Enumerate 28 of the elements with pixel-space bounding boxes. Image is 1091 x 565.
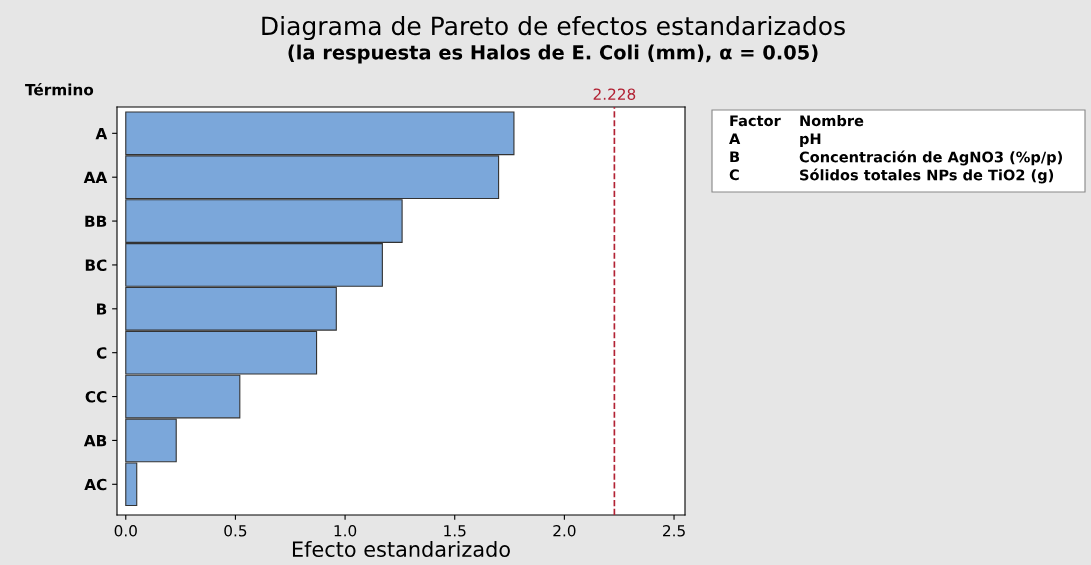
y-tick-label: A: [95, 127, 108, 140]
y-tick-label: B: [97, 303, 107, 315]
y-tick-label: BB: [85, 215, 107, 227]
x-axis-title: Efecto estandarizado: [292, 540, 510, 558]
text: Factor: [730, 115, 781, 127]
y-axis-title: Término: [25, 83, 94, 96]
text: B: [730, 151, 740, 163]
y-tick-label: C: [96, 347, 107, 359]
y-tick-label: AC: [84, 478, 107, 491]
text: A: [729, 133, 741, 145]
text: Sólidos totales NPs de TiO2 (g): [800, 168, 1054, 184]
text: Nombre: [800, 114, 864, 127]
ref-line-label: 2.228: [593, 88, 636, 100]
x-tick-label: 2.0: [553, 524, 576, 537]
text: C: [729, 169, 739, 181]
x-tick-label: 1.0: [334, 524, 357, 537]
x-tick-label: 2.5: [663, 524, 685, 537]
y-tick-label: AA: [83, 171, 108, 183]
y-tick-label: CC: [85, 391, 107, 403]
chart-title: Diagrama de Pareto de efectos estandarizados: [262, 15, 845, 41]
x-tick-label: 1.5: [444, 525, 466, 537]
y-tick-label: AB: [83, 435, 107, 447]
x-tick-label: 0.5: [224, 524, 247, 537]
x-tick-label: 0.0: [114, 524, 137, 537]
text: pH: [800, 133, 821, 148]
y-tick-label: BC: [85, 259, 107, 271]
chart-subtitle: (la respuesta es Halos de E. Coli (mm), α = 0.05): [288, 44, 818, 64]
text: Concentración de AgNO3 (%p/p): [799, 150, 1062, 166]
